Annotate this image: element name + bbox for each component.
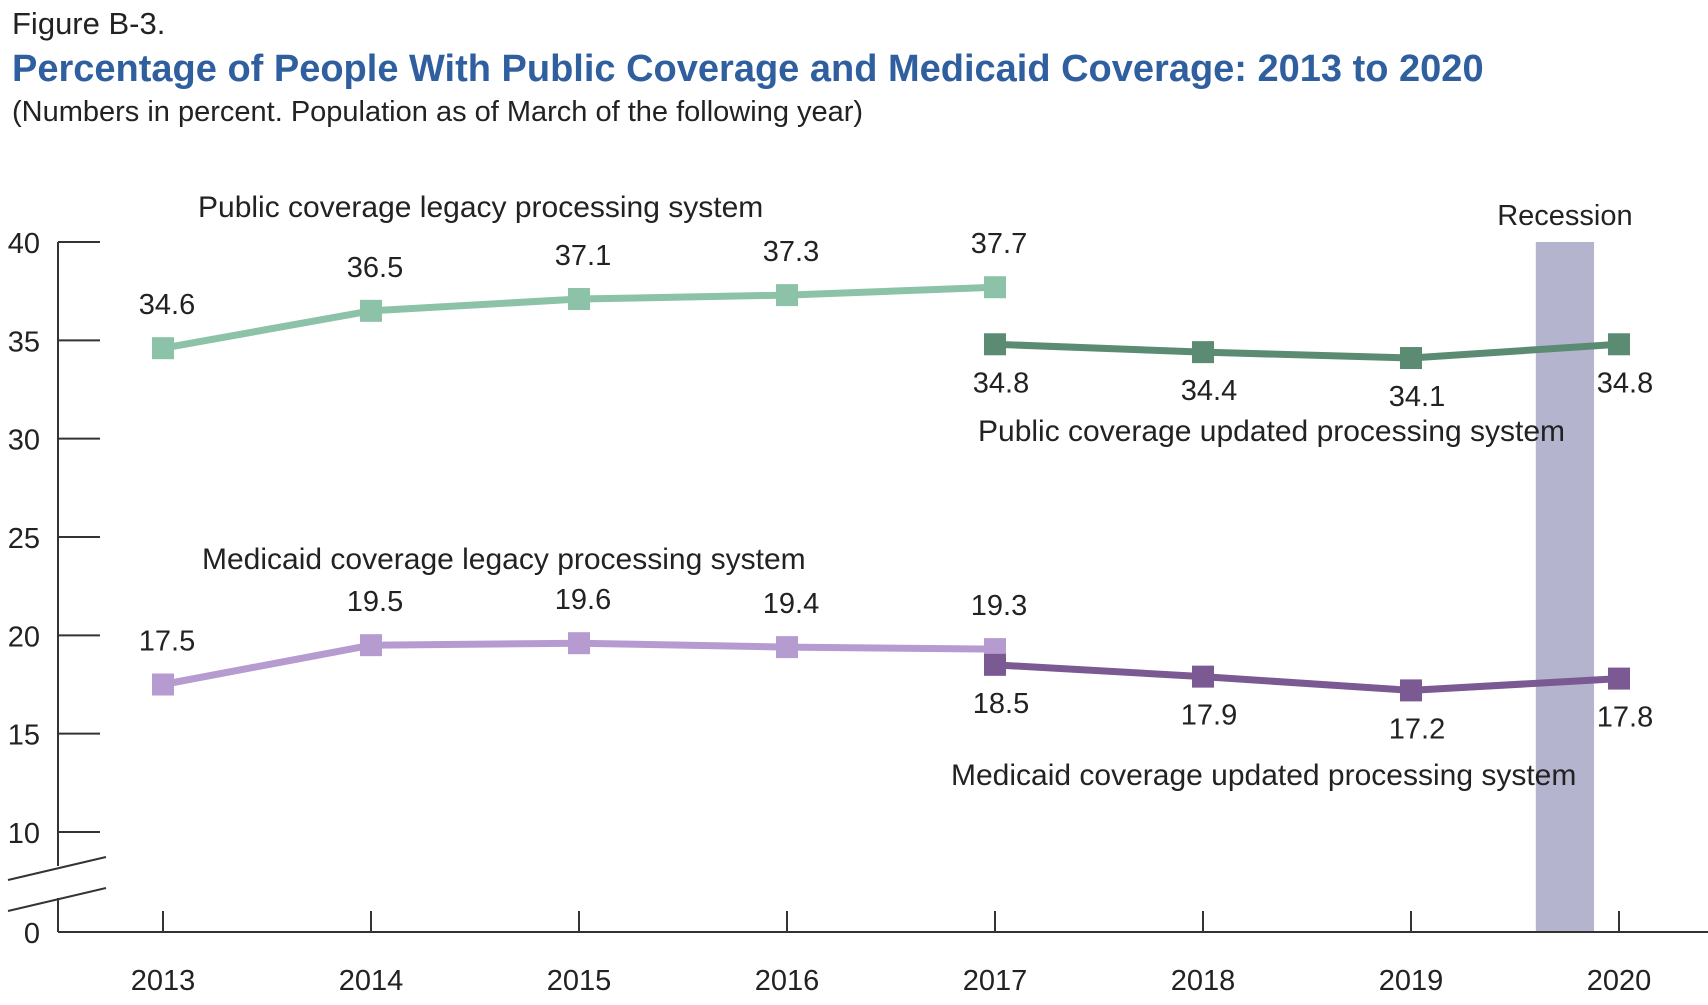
x-tick-label: 2013 [131,965,196,997]
data-point-marker [568,288,590,311]
x-tick-label: 2020 [1587,965,1652,997]
data-point-marker [776,636,798,659]
data-value-label: 34.8 [973,367,1029,399]
y-tick-label: 15 [8,720,40,752]
data-point-marker [1192,341,1214,364]
data-point-marker [152,673,174,696]
data-value-label: 19.3 [971,590,1027,622]
data-value-label: 37.3 [763,236,819,268]
data-value-label: 36.5 [347,252,403,284]
x-tick-label: 2019 [1379,965,1444,997]
axis-break-gap [54,866,62,898]
data-value-label: 34.4 [1181,375,1237,407]
data-point-marker [1608,667,1630,690]
y-tick-label: 0 [24,918,40,950]
y-tick-label: 30 [8,425,40,457]
y-tick-label: 10 [8,818,40,850]
data-value-label: 17.5 [139,626,195,658]
x-tick-label: 2014 [339,965,404,997]
data-value-label: 37.1 [555,240,611,272]
axis-break-mark [7,856,107,881]
data-point-marker [984,276,1006,299]
data-point-marker [1400,347,1422,370]
axis-break-mark [7,887,107,912]
y-tick-label: 25 [8,523,40,555]
x-tick-label: 2015 [547,965,612,997]
data-point-marker [152,337,174,360]
chart-title: Percentage of People With Public Coverag… [12,48,1484,90]
recession-label: Recession [1497,200,1632,232]
data-value-label: 17.2 [1389,713,1445,745]
figure-label: Figure B-3. [12,6,166,41]
series-label: Medicaid coverage updated processing sys… [951,759,1576,792]
data-point-marker [360,299,382,322]
x-tick-label: 2016 [755,965,820,997]
data-point-marker [360,634,382,657]
x-tick-label: 2017 [963,965,1028,997]
data-value-label: 19.4 [763,588,819,620]
data-value-label: 18.5 [973,688,1029,720]
series-line [994,661,1620,694]
data-point-marker [568,632,590,655]
data-point-marker [1608,333,1630,356]
data-value-label: 19.6 [555,584,611,616]
series-line [994,340,1620,362]
series-label: Public coverage updated processing syste… [978,415,1565,448]
data-point-marker [984,333,1006,356]
recession-band [1535,242,1595,932]
data-value-label: 34.6 [139,289,195,321]
y-tick-label: 35 [8,326,40,358]
data-value-label: 17.9 [1181,700,1237,732]
data-point-marker [1400,679,1422,702]
chart-subtitle: (Numbers in percent. Population as of Ma… [12,96,864,128]
data-point-marker [776,284,798,307]
data-point-marker [984,653,1006,676]
series-label: Medicaid coverage legacy processing syst… [202,543,806,576]
y-tick-label: 40 [8,228,40,260]
data-value-label: 34.8 [1597,367,1653,399]
data-point-marker [1192,665,1214,688]
data-value-label: 37.7 [971,228,1027,260]
x-tick-label: 2018 [1171,965,1236,997]
data-value-label: 19.5 [347,586,403,618]
data-value-label: 17.8 [1597,702,1653,734]
data-value-label: 34.1 [1389,381,1445,413]
series-label: Public coverage legacy processing system [198,191,763,224]
y-tick-label: 20 [8,621,40,653]
